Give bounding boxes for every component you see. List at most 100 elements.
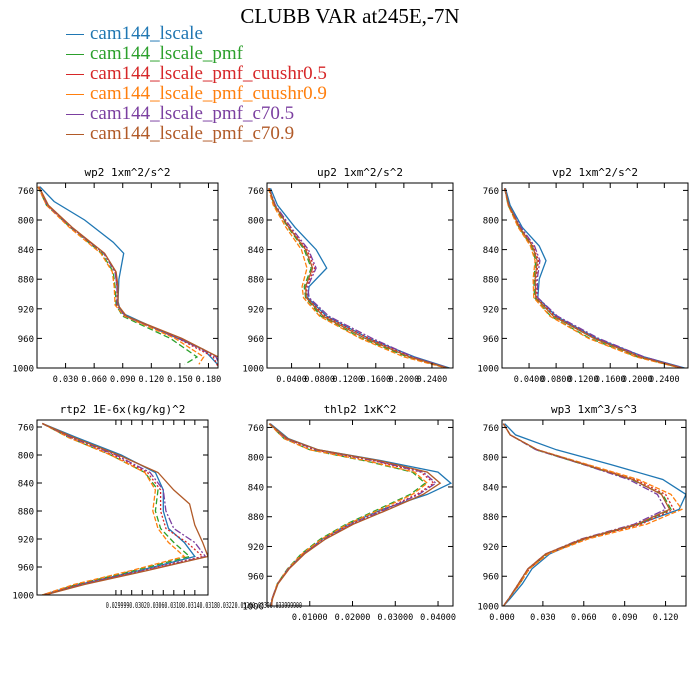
y-tick-label: 800 [248, 454, 264, 464]
chart-title: vp2 1xm^2/s^2 [552, 166, 638, 179]
x-tick-label: 0.2000 [389, 375, 420, 385]
y-tick-label: 840 [248, 246, 264, 256]
series-line [504, 188, 684, 368]
x-tick-label: 0.02000 [335, 613, 371, 623]
y-tick-label: 920 [18, 305, 34, 315]
x-tick-label: 0.090 [612, 613, 638, 623]
y-tick-label: 960 [483, 335, 499, 345]
y-tick-label: 760 [483, 187, 499, 197]
chart-panel: up2 1xm^2/s^2 760 800 840 880 920 960 1000 0.040… [242, 166, 454, 385]
y-tick-label: 920 [248, 305, 264, 315]
series-line [504, 188, 685, 368]
legend-label: cam144_lscale_pmf_cuushr0.9 [90, 83, 327, 104]
series-line [41, 422, 191, 595]
series-line [268, 187, 448, 368]
series-line [504, 188, 682, 368]
series-line [502, 423, 667, 606]
series-line [267, 188, 447, 368]
series-line [42, 422, 207, 595]
plot-frame [36, 182, 219, 369]
x-tick-label: 0.01000 [292, 613, 328, 623]
series-line [504, 188, 681, 368]
y-tick-label: 800 [18, 217, 34, 227]
series-line [268, 423, 429, 606]
y-tick-label: 960 [18, 564, 34, 574]
y-tick-label: 760 [483, 424, 499, 434]
series-line [502, 423, 672, 606]
x-tick-label: 0.090 [110, 375, 136, 385]
chart-title: rtp2 1E-6x(kg/kg)^2 [60, 403, 186, 416]
series-line [37, 186, 199, 365]
legend-swatch [66, 114, 84, 115]
y-tick-label: 920 [483, 543, 499, 553]
figure-title: CLUBB VAR at245E,-7N [240, 4, 460, 28]
y-tick-label: 880 [248, 513, 264, 523]
x-tick-label: 0.0800 [541, 375, 572, 385]
chart-panel: thlp2 1xK^2 760 800 840 880 920 960 1000 0.01000… [242, 403, 456, 623]
series-line [268, 187, 449, 368]
y-tick-label: 1000 [242, 603, 264, 613]
series-line [42, 422, 196, 595]
x-tick-label: 0.1200 [568, 375, 599, 385]
y-tick-label: 1000 [477, 603, 499, 613]
y-tick-label: 960 [248, 573, 264, 583]
x-tick-label: 0.030 [53, 375, 79, 385]
y-tick-label: 1000 [477, 365, 499, 375]
x-tick-label: 0.060 [571, 613, 597, 623]
chart-panel: wp3 1xm^3/s^3 760 800 840 880 920 960 10000.000… [477, 403, 687, 623]
series-line [269, 423, 437, 606]
y-tick-label: 840 [483, 246, 499, 256]
x-tick-label: 0.0800 [304, 375, 335, 385]
plot-frame [266, 419, 454, 607]
series-line [269, 423, 435, 606]
x-tick-label: 0.180 [196, 375, 222, 385]
plot-frame [266, 182, 454, 369]
series-line [268, 423, 427, 606]
y-tick-label: 960 [18, 335, 34, 345]
y-tick-label: 1000 [12, 365, 34, 375]
series-line [269, 423, 453, 606]
y-tick-label: 1000 [12, 592, 34, 602]
x-tick-label: 0.120 [653, 613, 679, 623]
x-tick-label: 0.2000 [622, 375, 653, 385]
x-tick-label: 0.03000 [377, 613, 413, 623]
x-tick-label: 0.000 [489, 613, 515, 623]
legend-label: cam144_lscale_pmf_c70.5 [90, 103, 295, 124]
series-line [502, 423, 675, 606]
y-tick-label: 880 [483, 276, 499, 286]
legend-swatch [66, 94, 84, 95]
y-tick-label: 800 [18, 452, 34, 462]
x-tick-label: 0.2400 [417, 375, 448, 385]
series-line [38, 186, 218, 367]
series-line [502, 423, 671, 606]
y-tick-label: 840 [248, 483, 264, 493]
legend-label: cam144_lscale_pmf_cuushr0.5 [90, 63, 327, 84]
y-tick-label: 840 [483, 483, 499, 493]
y-tick-label: 920 [248, 543, 264, 553]
y-tick-label: 920 [18, 536, 34, 546]
series-line [269, 423, 442, 606]
chart-title: up2 1xm^2/s^2 [317, 166, 403, 179]
chart-panel: vp2 1xm^2/s^2 760 800 840 880 920 960 1000 0.040… [477, 166, 689, 385]
legend-label: cam144_lscale [90, 23, 203, 44]
series-line [42, 422, 205, 595]
x-tick-label: 0.030 [530, 613, 556, 623]
plot-frame [36, 419, 209, 596]
legend-swatch [66, 34, 84, 35]
y-tick-label: 880 [18, 508, 34, 518]
series-line [268, 187, 448, 368]
series-line [269, 187, 450, 368]
series-line [268, 188, 448, 368]
series-line [38, 186, 218, 360]
chart-title: thlp2 1xK^2 [324, 403, 397, 416]
y-tick-label: 1000 [242, 365, 264, 375]
y-tick-label: 760 [248, 424, 264, 434]
y-tick-label: 880 [18, 276, 34, 286]
y-tick-label: 800 [248, 217, 264, 227]
series-line [38, 186, 218, 364]
x-tick-labels-overlapping: 0.0299990.03020.03060.03100.03140.03180.… [106, 601, 302, 610]
y-tick-label: 960 [248, 335, 264, 345]
y-tick-label: 840 [18, 480, 34, 490]
y-tick-label: 920 [483, 305, 499, 315]
